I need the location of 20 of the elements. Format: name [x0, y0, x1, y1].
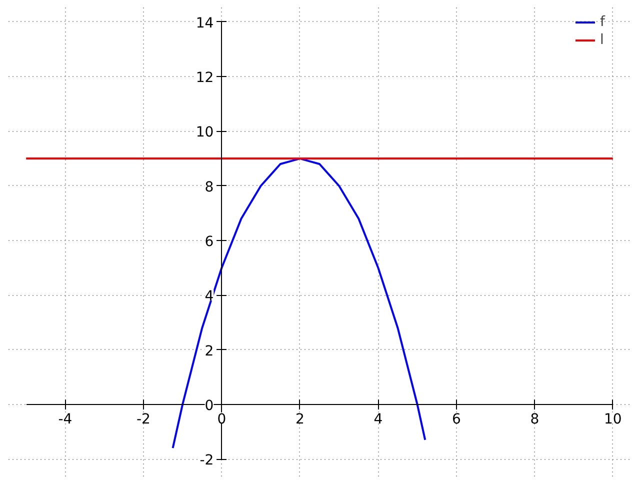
x-tick-label: 6	[452, 411, 461, 428]
x-tick-label: -2	[136, 411, 150, 428]
y-tick-label: 10	[196, 124, 214, 141]
line-series	[172, 158, 426, 450]
y-tick-label: 14	[196, 15, 214, 32]
x-tick-label: 0	[217, 411, 226, 428]
y-tick-label: 0	[204, 398, 214, 414]
x-tick-label: 10	[604, 411, 622, 428]
y-tick-label: 8	[204, 179, 214, 196]
legend-label: f	[600, 14, 606, 30]
x-tick-label: -4	[58, 411, 72, 428]
y-tick-label: 4	[204, 288, 214, 305]
x-tick-label: 8	[530, 411, 540, 428]
legend-label: l	[600, 32, 605, 48]
x-tick-label: 4	[374, 411, 383, 428]
x-tick-label: 2	[295, 411, 304, 428]
y-tick-label: -2	[200, 452, 214, 469]
y-tick-label: 12	[196, 70, 214, 86]
y-tick-label: 6	[204, 234, 214, 250]
y-tick-label: 2	[204, 343, 214, 360]
